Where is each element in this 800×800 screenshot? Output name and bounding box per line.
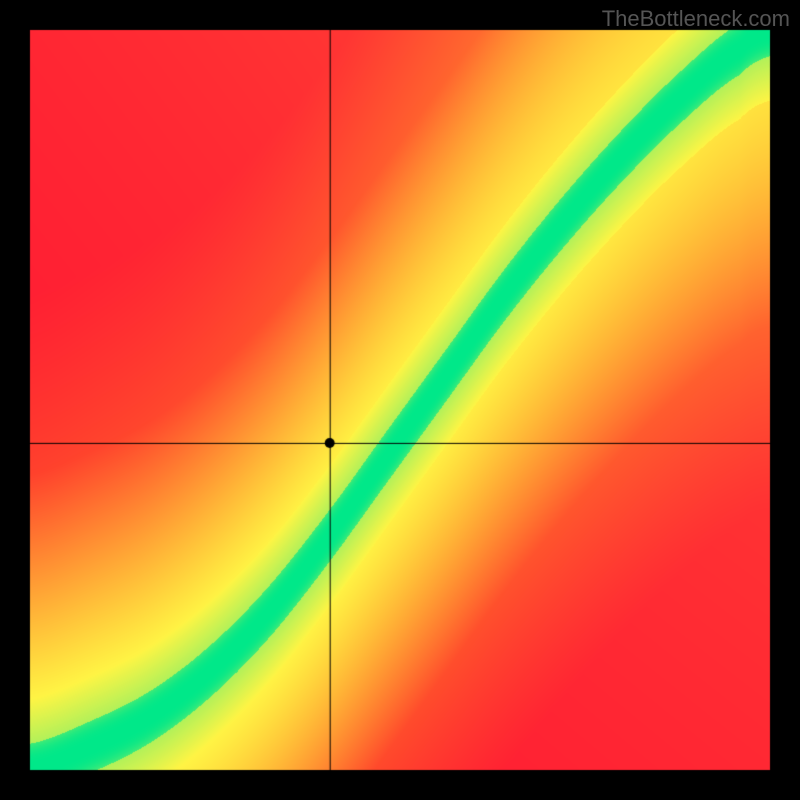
heatmap-canvas bbox=[0, 0, 800, 800]
chart-container: { "watermark": "TheBottleneck.com", "can… bbox=[0, 0, 800, 800]
watermark-text: TheBottleneck.com bbox=[602, 6, 790, 32]
